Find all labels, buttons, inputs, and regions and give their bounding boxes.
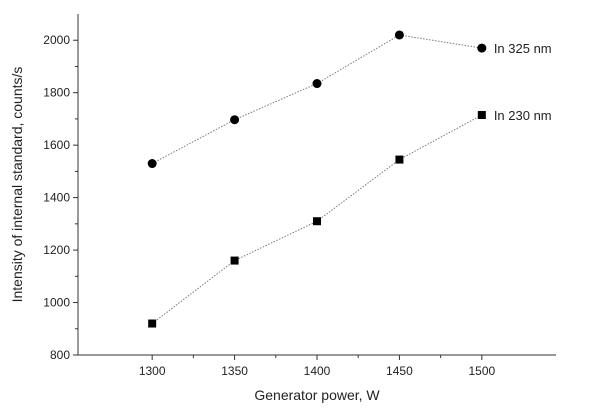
y-tick-label: 800 bbox=[50, 348, 70, 362]
series-line-0 bbox=[151, 34, 482, 164]
y-tick-label: 1800 bbox=[43, 86, 70, 100]
data-point bbox=[230, 115, 240, 125]
data-point bbox=[313, 217, 321, 226]
y-axis-title: Intensity of internal standard, counts/s bbox=[9, 67, 25, 303]
data-point bbox=[312, 79, 322, 89]
y-tick-label: 1400 bbox=[43, 191, 70, 205]
x-tick-label: 1350 bbox=[221, 364, 248, 378]
data-point bbox=[477, 110, 486, 119]
axes bbox=[77, 14, 556, 356]
y-tick-label: 2000 bbox=[43, 33, 70, 47]
data-point bbox=[148, 319, 157, 328]
series-label-in-325nm: In 325 nm bbox=[494, 41, 552, 56]
data-point bbox=[395, 155, 404, 164]
y-tick-label: 1000 bbox=[43, 296, 70, 310]
series-layer bbox=[147, 30, 487, 328]
x-ticks: 1300 1350 1400 1450 1500 bbox=[139, 355, 495, 378]
y-ticks: 800 1000 1200 1400 1600 1800 2000 bbox=[43, 33, 78, 362]
data-point bbox=[230, 256, 239, 265]
x-tick-label: 1450 bbox=[386, 364, 413, 378]
data-point bbox=[147, 159, 157, 169]
x-axis-title: Generator power, W bbox=[254, 387, 380, 403]
x-tick-label: 1300 bbox=[139, 364, 166, 378]
data-point bbox=[477, 43, 487, 53]
x-tick-label: 1500 bbox=[468, 364, 495, 378]
y-tick-label: 1600 bbox=[43, 138, 70, 152]
y-tick-label: 1200 bbox=[43, 243, 70, 257]
data-point bbox=[394, 30, 404, 40]
x-tick-label: 1400 bbox=[304, 364, 331, 378]
series-label-in-230nm: In 230 nm bbox=[494, 108, 552, 123]
